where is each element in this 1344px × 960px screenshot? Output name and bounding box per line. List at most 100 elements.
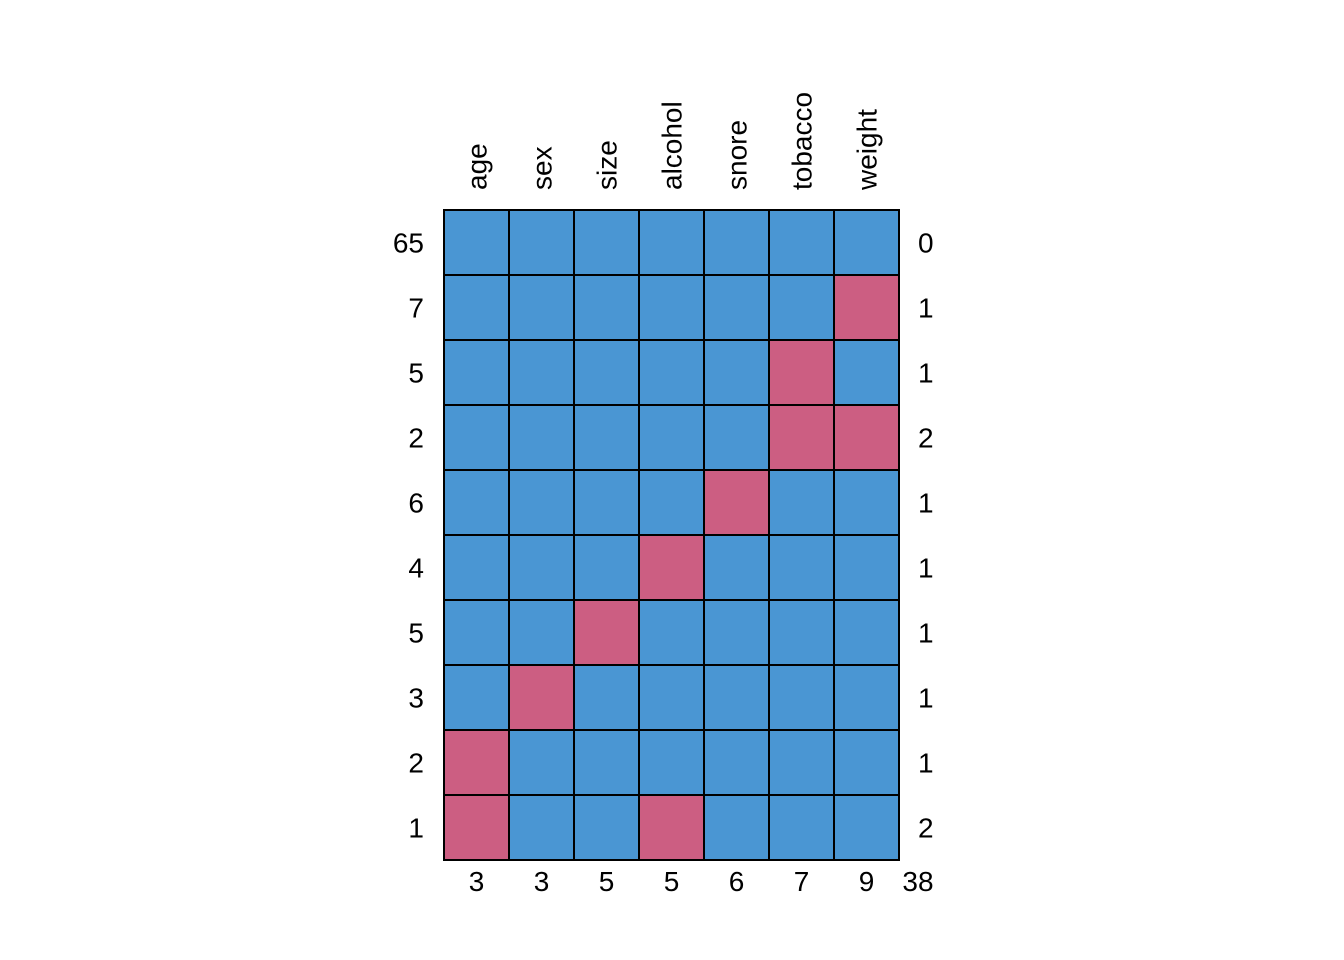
observed-cell-r9-c2 <box>508 729 575 796</box>
observed-cell-r6-c6 <box>768 534 835 601</box>
observed-cell-r8-c5 <box>703 664 770 731</box>
observed-cell-r10-c2 <box>508 794 575 861</box>
observed-cell-r2-c2 <box>508 274 575 341</box>
observed-cell-r8-c7 <box>833 664 900 731</box>
missing-cell-r4-c7 <box>833 404 900 471</box>
missing-cell-r6-c4 <box>638 534 705 601</box>
observed-cell-r1-c5 <box>703 209 770 276</box>
observed-cell-r8-c6 <box>768 664 835 731</box>
missing-cell-r8-c2 <box>508 664 575 731</box>
grand-total-label: 38 <box>902 866 933 897</box>
observed-cell-r2-c5 <box>703 274 770 341</box>
observed-cell-r5-c1 <box>443 469 510 536</box>
column-missing-total-label: 7 <box>794 866 810 897</box>
row-missing-total-label: 1 <box>918 748 934 779</box>
missing-cell-r10-c4 <box>638 794 705 861</box>
pattern-grid <box>443 209 900 861</box>
column-missing-total-label: 5 <box>664 866 680 897</box>
observed-cell-r5-c2 <box>508 469 575 536</box>
observed-cell-r3-c7 <box>833 339 900 406</box>
variable-label-size: size <box>592 140 623 190</box>
column-missing-total-labels: 3 3 5 5 6 7 9 <box>469 866 875 897</box>
observed-cell-r3-c4 <box>638 339 705 406</box>
observed-cell-r6-c1 <box>443 534 510 601</box>
pattern-count-label: 5 <box>408 358 424 389</box>
pattern-count-label: 2 <box>408 748 424 779</box>
variable-label-age: age <box>462 143 493 190</box>
pattern-count-label: 1 <box>408 813 424 844</box>
missing-cell-r5-c5 <box>703 469 770 536</box>
observed-cell-r3-c2 <box>508 339 575 406</box>
observed-cell-r3-c1 <box>443 339 510 406</box>
pattern-count-label: 65 <box>393 228 424 259</box>
observed-cell-r5-c3 <box>573 469 640 536</box>
variable-label-tobacco: tobacco <box>787 92 818 190</box>
missing-cell-r2-c7 <box>833 274 900 341</box>
observed-cell-r4-c2 <box>508 404 575 471</box>
observed-cell-r3-c3 <box>573 339 640 406</box>
observed-cell-r1-c2 <box>508 209 575 276</box>
observed-cell-r6-c2 <box>508 534 575 601</box>
observed-cell-r10-c6 <box>768 794 835 861</box>
column-missing-total-label: 5 <box>599 866 615 897</box>
observed-cell-r6-c3 <box>573 534 640 601</box>
observed-cell-r10-c5 <box>703 794 770 861</box>
row-missing-total-label: 1 <box>918 358 934 389</box>
observed-cell-r9-c5 <box>703 729 770 796</box>
pattern-count-label: 2 <box>408 423 424 454</box>
observed-cell-r10-c3 <box>573 794 640 861</box>
observed-cell-r4-c1 <box>443 404 510 471</box>
pattern-count-label: 6 <box>408 488 424 519</box>
observed-cell-r4-c4 <box>638 404 705 471</box>
observed-cell-r7-c7 <box>833 599 900 666</box>
observed-cell-r9-c3 <box>573 729 640 796</box>
observed-cell-r9-c7 <box>833 729 900 796</box>
observed-cell-r2-c1 <box>443 274 510 341</box>
observed-cell-r6-c5 <box>703 534 770 601</box>
pattern-count-label: 4 <box>408 553 424 584</box>
observed-cell-r5-c4 <box>638 469 705 536</box>
observed-cell-r8-c4 <box>638 664 705 731</box>
observed-cell-r4-c3 <box>573 404 640 471</box>
observed-cell-r1-c7 <box>833 209 900 276</box>
variable-labels: age sex size alcohol snore tobacco weight <box>462 92 883 191</box>
column-missing-total-label: 3 <box>469 866 485 897</box>
observed-cell-r9-c6 <box>768 729 835 796</box>
observed-cell-r7-c2 <box>508 599 575 666</box>
observed-cell-r1-c6 <box>768 209 835 276</box>
pattern-count-label: 5 <box>408 618 424 649</box>
row-missing-total-label: 1 <box>918 553 934 584</box>
column-missing-total-label: 6 <box>729 866 745 897</box>
missing-cell-r7-c3 <box>573 599 640 666</box>
row-missing-total-labels: 0 1 1 2 1 1 1 1 1 2 <box>918 228 934 844</box>
missing-cell-r9-c1 <box>443 729 510 796</box>
observed-cell-r8-c1 <box>443 664 510 731</box>
observed-cell-r2-c4 <box>638 274 705 341</box>
observed-cell-r1-c1 <box>443 209 510 276</box>
observed-cell-r5-c7 <box>833 469 900 536</box>
observed-cell-r2-c3 <box>573 274 640 341</box>
variable-label-sex: sex <box>527 146 558 190</box>
column-missing-total-label: 9 <box>859 866 875 897</box>
missing-cell-r10-c1 <box>443 794 510 861</box>
observed-cell-r1-c3 <box>573 209 640 276</box>
column-missing-total-label: 3 <box>534 866 550 897</box>
variable-label-alcohol: alcohol <box>657 101 688 190</box>
observed-cell-r7-c5 <box>703 599 770 666</box>
row-missing-total-label: 1 <box>918 488 934 519</box>
pattern-count-label: 3 <box>408 683 424 714</box>
observed-cell-r7-c4 <box>638 599 705 666</box>
observed-cell-r3-c5 <box>703 339 770 406</box>
observed-cell-r5-c6 <box>768 469 835 536</box>
row-missing-total-label: 2 <box>918 423 934 454</box>
missing-cell-r3-c6 <box>768 339 835 406</box>
row-missing-total-label: 1 <box>918 293 934 324</box>
row-missing-total-label: 1 <box>918 618 934 649</box>
row-missing-total-label: 0 <box>918 228 934 259</box>
observed-cell-r6-c7 <box>833 534 900 601</box>
observed-cell-r9-c4 <box>638 729 705 796</box>
variable-label-snore: snore <box>722 120 753 190</box>
observed-cell-r7-c1 <box>443 599 510 666</box>
observed-cell-r8-c3 <box>573 664 640 731</box>
